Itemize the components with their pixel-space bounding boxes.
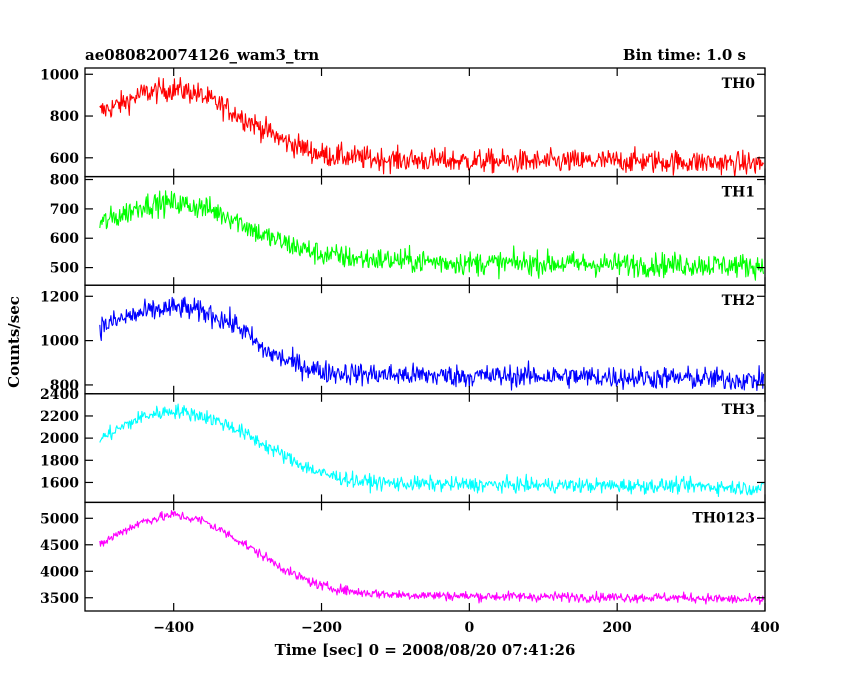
y-tick-label: 4000 xyxy=(40,564,79,580)
x-tick-label: −400 xyxy=(153,620,194,636)
y-tick-label: 1600 xyxy=(40,475,79,491)
y-tick-label: 800 xyxy=(50,173,79,189)
series-line-th0 xyxy=(99,76,764,177)
x-axis-label: Time [sec] 0 = 2008/08/20 07:41:26 xyxy=(275,641,576,659)
panel-label: TH0 xyxy=(722,76,756,92)
y-tick-label: 800 xyxy=(50,109,79,125)
y-tick-label: 1800 xyxy=(40,453,79,469)
panel-label: TH2 xyxy=(722,293,755,309)
series-line-th0123 xyxy=(99,510,765,605)
y-tick-label: 800 xyxy=(50,378,79,394)
y-axis-label: Counts/sec xyxy=(5,296,23,388)
y-tick-label: 5000 xyxy=(40,511,79,527)
y-tick-label: 3500 xyxy=(40,591,79,607)
x-tick-label: 400 xyxy=(750,620,779,636)
series-line-th2 xyxy=(99,296,765,391)
y-tick-label: 600 xyxy=(50,231,79,247)
panel-label: TH0123 xyxy=(692,510,755,526)
panel-frame-th0123 xyxy=(84,501,766,612)
y-tick-label: 2000 xyxy=(40,431,79,447)
y-tick-label: 4500 xyxy=(40,538,79,554)
series-line-th3 xyxy=(99,403,764,498)
x-tick-label: 200 xyxy=(603,620,632,636)
y-tick-label: 1000 xyxy=(40,67,79,83)
y-tick-label: 500 xyxy=(50,261,79,277)
y-tick-label: 600 xyxy=(50,151,79,167)
bin-time-label: Bin time: 1.0 s xyxy=(623,46,746,64)
x-tick-label: −200 xyxy=(301,620,342,636)
series-line-th1 xyxy=(99,190,765,281)
y-tick-label: 2400 xyxy=(40,387,79,403)
panel-label: TH3 xyxy=(722,402,755,418)
y-tick-label: 1000 xyxy=(40,334,79,350)
panels-group: 600 800 1000 TH0 500 600 700 800 TH1 800 1000 1200 T… xyxy=(40,67,780,636)
y-tick-label: 700 xyxy=(50,202,79,218)
y-tick-label: 2200 xyxy=(40,409,79,425)
panel-label: TH1 xyxy=(722,185,755,201)
y-tick-label: 1200 xyxy=(40,289,79,305)
x-tick-label: 0 xyxy=(464,620,474,636)
chart-title: ae080820074126_wam3_trn xyxy=(85,46,319,64)
